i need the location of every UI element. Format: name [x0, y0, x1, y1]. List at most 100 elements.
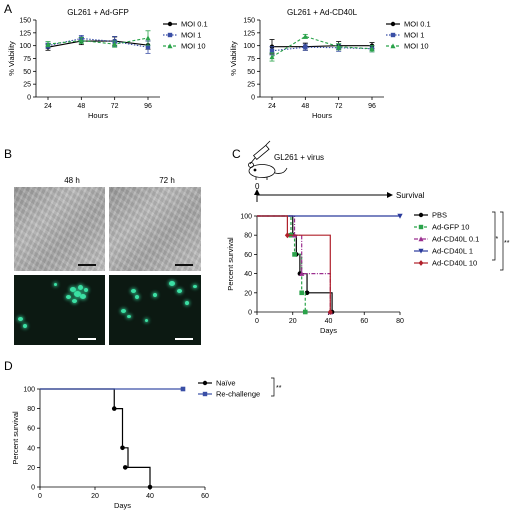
y-tick-label: 0 [251, 95, 255, 102]
legend-marker [390, 21, 396, 27]
survival-curve [257, 215, 331, 312]
legend-label: MOI 0.1 [404, 20, 431, 29]
survival-curve [257, 215, 331, 312]
y-tick-label: 150 [19, 18, 31, 25]
data-point [302, 33, 308, 39]
y-axis-label: Percent survival [11, 411, 20, 465]
y-tick-label: 100 [240, 214, 252, 221]
legend-label: MOI 10 [404, 42, 429, 51]
x-axis-label: Hours [88, 111, 108, 120]
chart-title: GL261 + Ad-GFP [67, 8, 129, 17]
legend-marker [390, 32, 396, 38]
y-tick-label: 100 [19, 43, 31, 50]
legend-marker [202, 391, 208, 397]
y-tick-label: 25 [23, 82, 31, 89]
survival-curve [40, 388, 151, 487]
significance-marker: * [496, 236, 499, 243]
data-point [45, 41, 51, 47]
x-tick-label: 96 [368, 103, 376, 110]
legend-marker [418, 248, 424, 254]
scale-bar [175, 338, 193, 340]
y-tick-label: 0 [31, 485, 35, 492]
y-tick-label: 20 [244, 290, 252, 297]
legend-label: MOI 10 [181, 42, 206, 51]
series-line [47, 37, 149, 48]
y-tick-label: 0 [27, 95, 31, 102]
significance-marker: ** [504, 240, 510, 247]
mouse-icon [248, 162, 288, 180]
legend-label: Ad-CD40L 1 [432, 247, 473, 256]
legend-marker [390, 43, 396, 49]
x-tick-label: 60 [360, 318, 368, 325]
significance-bracket [500, 211, 504, 271]
legend-label: MOI 1 [404, 31, 424, 40]
x-tick-label: 20 [289, 318, 297, 325]
series-line [47, 40, 149, 48]
x-tick-label: 0 [38, 493, 42, 500]
legend-label: MOI 1 [181, 31, 201, 40]
survival-marker [284, 232, 290, 239]
y-axis-label: Percent survival [226, 237, 235, 291]
data-point [145, 35, 151, 41]
survival-endpoint-label: Survival [396, 191, 425, 200]
x-axis-label: Hours [312, 111, 332, 120]
survival-marker [292, 252, 297, 257]
y-tick-label: 60 [27, 426, 35, 433]
legend-marker [167, 43, 173, 49]
brightfield-image-48h [14, 187, 105, 271]
y-tick-label: 100 [243, 43, 255, 50]
survival-marker [299, 290, 304, 296]
syringe-icon [249, 140, 271, 165]
panel-label-a: A [4, 2, 12, 16]
timeline-arrow-head [387, 192, 393, 198]
legend-marker [418, 260, 424, 266]
x-tick-label: 60 [201, 493, 209, 500]
x-tick-label: 20 [91, 493, 99, 500]
x-tick-label: 72 [335, 103, 343, 110]
y-tick-label: 40 [27, 445, 35, 452]
survival-marker [304, 290, 310, 296]
y-tick-label: 20 [27, 465, 35, 472]
data-point [303, 45, 308, 50]
x-tick-label: 72 [111, 103, 119, 110]
survival-marker [111, 406, 117, 411]
timepoint-label-48h: 48 h [64, 176, 80, 185]
y-tick-label: 125 [243, 30, 255, 37]
y-tick-label: 0 [248, 310, 252, 317]
timepoint-label-72h: 72 h [159, 176, 175, 185]
significance-bracket [492, 211, 496, 261]
survival-chart-c: 0 20 40 60 80 100 0 20 40 60 80 Days Percent surviva… [226, 211, 510, 335]
y-tick-label: 75 [23, 56, 31, 63]
series-line [271, 35, 373, 58]
significance-bracket [271, 377, 275, 397]
legend-marker [167, 32, 173, 38]
data-point [369, 46, 375, 51]
legend-marker [418, 224, 424, 230]
y-axis-label: % Viability [229, 41, 238, 76]
injection-label: GL261 + virus [274, 153, 324, 162]
x-axis-label: Days [320, 326, 337, 335]
survival-curve [257, 215, 306, 312]
y-tick-label: 25 [247, 82, 255, 89]
y-tick-label: 100 [23, 387, 35, 394]
legend-marker [202, 380, 208, 386]
x-tick-label: 48 [301, 103, 309, 110]
y-tick-label: 150 [243, 18, 255, 25]
fluorescence-image-72h [109, 275, 201, 345]
survival-marker [327, 309, 333, 315]
legend-label: Ad-GFP 10 [432, 223, 469, 232]
x-tick-label: 24 [44, 103, 52, 110]
y-tick-label: 75 [247, 56, 255, 63]
data-point [145, 45, 151, 50]
y-axis-label: % Viability [7, 41, 16, 76]
y-tick-label: 50 [247, 69, 255, 76]
y-tick-label: 80 [244, 233, 252, 240]
survival-marker [147, 484, 153, 490]
x-tick-label: 96 [144, 103, 152, 110]
legend-label: Naïve [216, 379, 236, 388]
survival-marker [180, 386, 186, 392]
legend-label: Ad-CD40L 0.1 [432, 235, 479, 244]
x-tick-label: 0 [255, 318, 259, 325]
survival-marker [397, 213, 403, 219]
brightfield-image-72h [109, 187, 201, 271]
